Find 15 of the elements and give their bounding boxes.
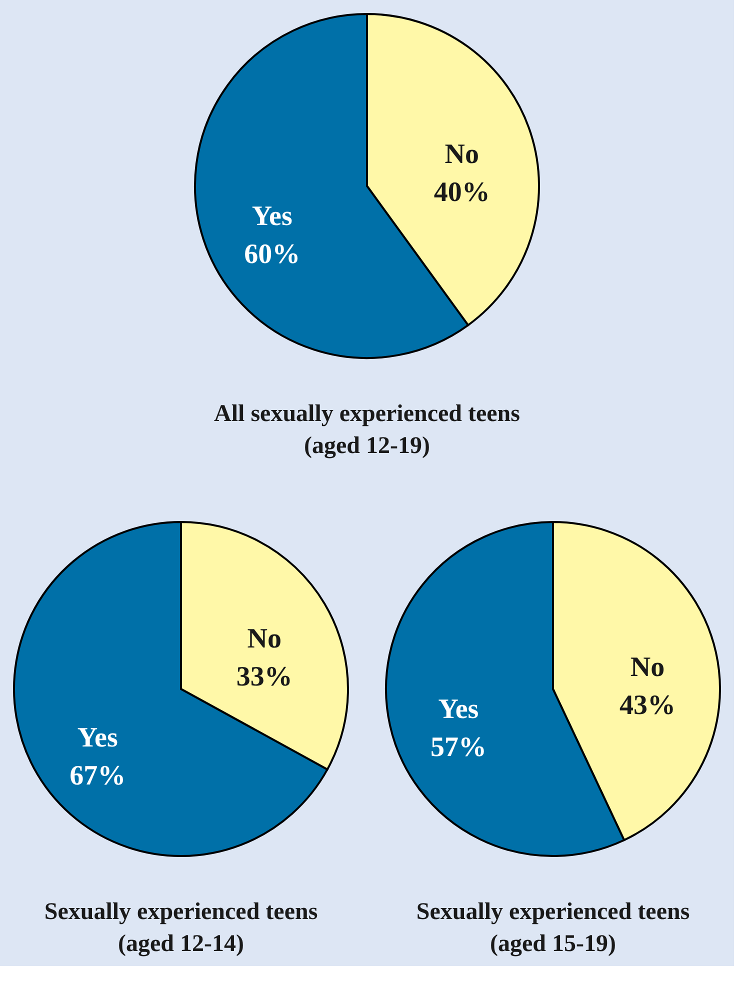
slice-label: Yes — [438, 694, 479, 726]
data-label: 67% — [70, 760, 126, 792]
text: Sexually experienced teens (aged 12-14) — [44, 899, 318, 957]
text: All sexually experienced teens (aged 12-19) — [214, 401, 520, 459]
slice-label: Yes — [252, 200, 292, 232]
data-label: 60% — [244, 238, 300, 270]
data-label: 33% — [236, 662, 292, 693]
slice-label: Yes — [77, 722, 118, 754]
data-label: 43% — [620, 690, 676, 721]
slice-label: No — [247, 624, 282, 655]
slice-label: No — [630, 652, 665, 683]
data-label: 57% — [430, 732, 486, 764]
slice-label: No — [444, 139, 479, 170]
data-label: 40% — [434, 177, 490, 208]
text: Sexually experienced teens (aged 15-19) — [416, 899, 690, 957]
